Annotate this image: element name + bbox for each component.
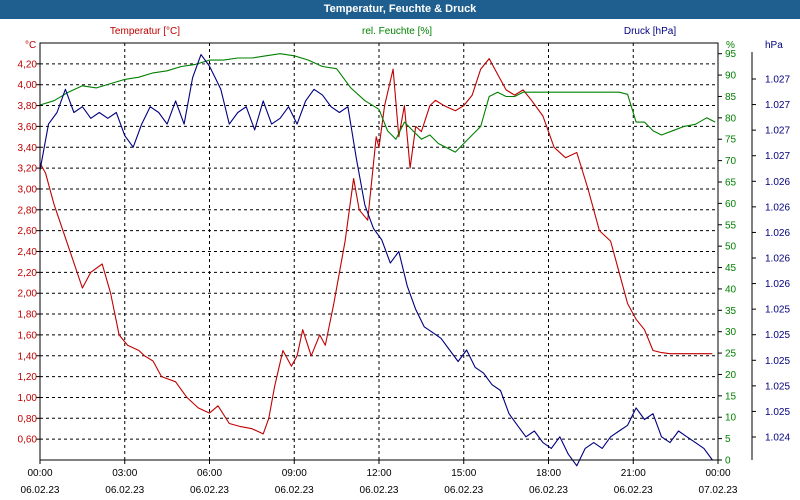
humidity-tick-label: 55 [725, 220, 737, 231]
pressure-tick-label: 1.027 [765, 100, 790, 111]
humidity-tick-label: 90 [725, 71, 737, 82]
pressure-tick-label: 1.025 [765, 407, 790, 418]
humidity-tick-label: 75 [725, 135, 737, 146]
x-tick-time: 15:00 [451, 468, 476, 479]
axis-labels: 00:00 06.02.23 03:00 06.02.23 06:00 06.02.23 0… [18, 26, 791, 496]
temperature-tick-label: 3,40 [18, 143, 38, 154]
temperature-tick-label: 2,60 [18, 226, 38, 237]
axes [36, 42, 756, 464]
humidity-tick-label: 35 [725, 306, 737, 317]
humidity-unit-label: % [726, 40, 735, 51]
humidity-tick-label: 30 [725, 327, 737, 338]
series-line-humidity [39, 53, 716, 153]
x-tick-date: 06.02.23 [614, 485, 653, 496]
temperature-tick-label: 0,80 [18, 414, 38, 425]
x-tick-date: 07.02.23 [699, 485, 738, 496]
x-tick-time: 09:00 [282, 468, 307, 479]
temperature-tick-label: 1,60 [18, 330, 38, 341]
pressure-series-label: Druck [hPa] [624, 26, 676, 37]
humidity-tick-label: 0 [725, 456, 731, 467]
temperature-tick-label: 0,60 [18, 435, 38, 446]
series-lines [39, 53, 716, 467]
x-tick-time: 06:00 [197, 468, 222, 479]
pressure-tick-label: 1.025 [765, 330, 790, 341]
x-tick-time: 00:00 [705, 468, 730, 479]
humidity-tick-label: 20 [725, 370, 737, 381]
pressure-tick-label: 1.026 [765, 228, 790, 239]
humidity-tick-label: 25 [725, 349, 737, 360]
x-tick-time: 03:00 [112, 468, 137, 479]
pressure-tick-label: 1.026 [765, 279, 790, 290]
x-tick-date: 06.02.23 [105, 485, 144, 496]
humidity-tick-label: 15 [725, 391, 737, 402]
temperature-tick-label: 3,20 [18, 164, 38, 175]
chart-title: Temperatur, Feuchte & Druck [0, 0, 800, 19]
pressure-tick-label: 1.027 [765, 151, 790, 162]
temperature-tick-label: 3,80 [18, 101, 38, 112]
x-tick-time: 18:00 [536, 468, 561, 479]
pressure-tick-label: 1.027 [765, 126, 790, 137]
humidity-tick-label: 10 [725, 413, 737, 424]
x-tick-date: 06.02.23 [360, 485, 399, 496]
pressure-tick-label: 1.025 [765, 356, 790, 367]
temperature-tick-label: 3,00 [18, 184, 38, 195]
pressure-tick-label: 1.026 [765, 202, 790, 213]
series-line-temperature [39, 58, 713, 435]
humidity-tick-label: 40 [725, 284, 737, 295]
humidity-tick-label: 95 [725, 49, 737, 60]
humidity-tick-label: 5 [725, 434, 731, 445]
temperature-tick-label: 4,00 [18, 80, 38, 91]
pressure-tick-label: 1.027 [765, 75, 790, 86]
x-tick-time: 00:00 [27, 468, 52, 479]
temperature-tick-label: 2,20 [18, 268, 38, 279]
x-tick-date: 06.02.23 [190, 485, 229, 496]
pressure-tick-label: 1.026 [765, 177, 790, 188]
x-tick-time: 12:00 [366, 468, 391, 479]
temperature-tick-label: 2,00 [18, 289, 38, 300]
humidity-tick-label: 65 [725, 178, 737, 189]
x-tick-time: 21:00 [621, 468, 646, 479]
humidity-tick-label: 80 [725, 113, 737, 124]
humidity-tick-label: 85 [725, 92, 737, 103]
pressure-tick-label: 1.025 [765, 305, 790, 316]
temperature-tick-label: 1,00 [18, 393, 38, 404]
grid [40, 43, 718, 460]
x-tick-date: 06.02.23 [275, 485, 314, 496]
humidity-tick-label: 45 [725, 263, 737, 274]
temperature-series-label: Temperatur [°C] [110, 26, 180, 37]
temperature-tick-label: 2,80 [18, 205, 38, 216]
temperature-tick-label: 2,40 [18, 247, 38, 258]
pressure-tick-label: 1.026 [765, 254, 790, 265]
pressure-tick-label: 1.025 [765, 381, 790, 392]
temperature-tick-label: 4,20 [18, 59, 38, 70]
humidity-series-label: rel. Feuchte [%] [362, 26, 432, 37]
temperature-tick-label: 1,80 [18, 310, 38, 321]
series-line-pressure [39, 54, 713, 467]
temperature-tick-label: 3,60 [18, 122, 38, 133]
x-tick-date: 06.02.23 [21, 485, 60, 496]
humidity-tick-label: 70 [725, 156, 737, 167]
temperature-tick-label: 1,20 [18, 372, 38, 383]
pressure-tick-label: 1.024 [765, 433, 790, 444]
x-tick-date: 06.02.23 [529, 485, 568, 496]
temperature-tick-label: 1,40 [18, 351, 38, 362]
temperature-unit-label: °C [25, 40, 36, 51]
x-tick-date: 06.02.23 [444, 485, 483, 496]
humidity-tick-label: 60 [725, 199, 737, 210]
pressure-unit-label: hPa [765, 40, 783, 51]
humidity-tick-label: 50 [725, 242, 737, 253]
